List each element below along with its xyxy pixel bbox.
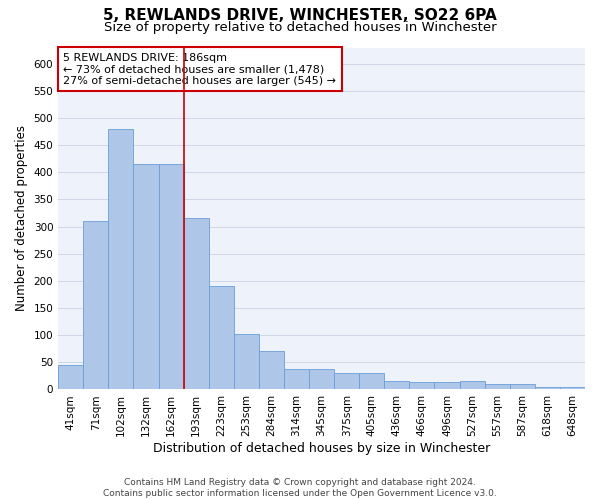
Bar [485,384,510,390]
Text: 5 REWLANDS DRIVE: 186sqm
← 73% of detached houses are smaller (1,478)
27% of sem: 5 REWLANDS DRIVE: 186sqm ← 73% of detach… [64,52,337,86]
Bar [184,218,209,390]
Bar [284,369,309,390]
Bar [510,384,535,390]
Bar [385,382,409,390]
Bar [259,352,284,390]
Bar [409,382,434,390]
Bar [234,334,259,390]
Bar [535,386,560,390]
Bar [209,286,234,390]
Bar [460,382,485,390]
Text: Size of property relative to detached houses in Winchester: Size of property relative to detached ho… [104,21,496,34]
X-axis label: Distribution of detached houses by size in Winchester: Distribution of detached houses by size … [153,442,490,455]
Bar [83,221,109,390]
Bar [334,373,359,390]
Bar [359,373,385,390]
Bar [58,365,83,390]
Bar [434,382,460,390]
Text: Contains HM Land Registry data © Crown copyright and database right 2024.
Contai: Contains HM Land Registry data © Crown c… [103,478,497,498]
Bar [133,164,158,390]
Bar [158,164,184,390]
Bar [109,129,133,390]
Bar [560,386,585,390]
Bar [309,369,334,390]
Y-axis label: Number of detached properties: Number of detached properties [15,126,28,312]
Text: 5, REWLANDS DRIVE, WINCHESTER, SO22 6PA: 5, REWLANDS DRIVE, WINCHESTER, SO22 6PA [103,8,497,22]
